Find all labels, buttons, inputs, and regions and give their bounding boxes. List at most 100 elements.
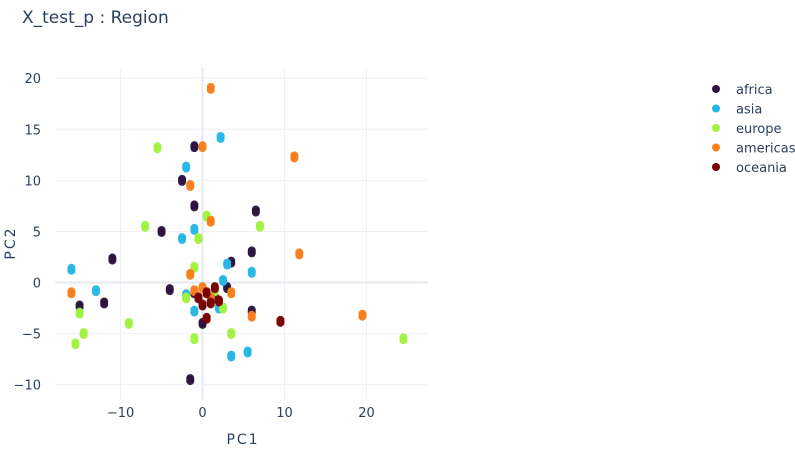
legend-label: oceania — [736, 161, 787, 176]
point-cluster-americas[interactable] — [295, 248, 304, 260]
data-point — [206, 85, 215, 94]
point-cluster-africa[interactable] — [100, 297, 109, 309]
point-cluster-africa[interactable] — [190, 141, 199, 153]
point-cluster-asia[interactable] — [190, 223, 199, 235]
point-cluster-americas[interactable] — [67, 287, 76, 299]
data-point — [182, 164, 191, 173]
point-cluster-asia[interactable] — [243, 346, 252, 358]
point-cluster-americas[interactable] — [186, 179, 195, 191]
point-cluster-asia[interactable] — [91, 285, 100, 297]
legend-marker — [712, 85, 720, 93]
point-cluster-oceania[interactable] — [198, 299, 207, 311]
legend-label: americas — [736, 142, 795, 157]
x-tick-label: −10 — [107, 406, 134, 421]
y-tick-label: 0 — [33, 277, 41, 292]
data-point — [108, 256, 117, 265]
point-cluster-europe[interactable] — [399, 333, 408, 345]
data-point — [247, 313, 256, 322]
point-cluster-europe[interactable] — [194, 233, 203, 245]
data-point — [67, 290, 76, 299]
point-cluster-europe[interactable] — [255, 220, 264, 232]
data-point — [190, 226, 199, 235]
data-point — [165, 287, 174, 296]
data-point — [255, 223, 264, 232]
point-cluster-americas[interactable] — [186, 268, 195, 280]
point-cluster-asia[interactable] — [182, 161, 191, 173]
point-cluster-oceania[interactable] — [202, 287, 211, 299]
data-point — [157, 228, 166, 237]
point-cluster-europe[interactable] — [227, 328, 236, 340]
point-cluster-americas[interactable] — [206, 82, 215, 94]
point-cluster-europe[interactable] — [153, 142, 162, 154]
data-point — [100, 300, 109, 309]
point-cluster-asia[interactable] — [227, 350, 236, 362]
legend-marker — [712, 124, 720, 132]
data-point — [206, 300, 215, 309]
point-cluster-oceania[interactable] — [276, 315, 285, 327]
legend-item-europe[interactable]: europe — [712, 122, 782, 137]
point-cluster-europe[interactable] — [182, 292, 191, 304]
data-point — [79, 331, 88, 340]
data-point — [295, 251, 304, 260]
point-cluster-africa[interactable] — [186, 374, 195, 386]
legend-item-africa[interactable]: africa — [712, 83, 773, 98]
point-cluster-africa[interactable] — [157, 225, 166, 237]
point-cluster-europe[interactable] — [79, 328, 88, 340]
data-point — [186, 182, 195, 191]
point-cluster-americas[interactable] — [198, 141, 207, 153]
point-cluster-europe[interactable] — [190, 261, 199, 273]
point-cluster-europe[interactable] — [141, 220, 150, 232]
point-cluster-asia[interactable] — [247, 266, 256, 278]
point-cluster-oceania[interactable] — [202, 312, 211, 324]
point-cluster-asia[interactable] — [178, 233, 187, 245]
scatter-points — [67, 82, 408, 386]
point-cluster-europe[interactable] — [71, 338, 80, 350]
point-cluster-africa[interactable] — [251, 205, 260, 217]
y-tick-label: −10 — [14, 379, 41, 394]
series-asia — [67, 131, 256, 362]
legend-marker — [712, 104, 720, 113]
point-cluster-europe[interactable] — [124, 317, 133, 329]
point-cluster-asia[interactable] — [219, 274, 228, 286]
legend[interactable]: africa asia europe americas oceania — [712, 83, 795, 176]
data-point — [75, 310, 84, 319]
point-cluster-asia[interactable] — [216, 131, 225, 143]
data-point — [178, 177, 187, 186]
point-cluster-americas[interactable] — [206, 215, 215, 227]
point-cluster-africa[interactable] — [190, 200, 199, 212]
point-cluster-africa[interactable] — [108, 253, 117, 265]
point-cluster-africa[interactable] — [178, 174, 187, 186]
point-cluster-americas[interactable] — [227, 287, 236, 299]
data-point — [71, 341, 80, 350]
point-cluster-americas[interactable] — [290, 151, 299, 163]
point-cluster-africa[interactable] — [247, 246, 256, 258]
data-point — [247, 249, 256, 258]
data-point — [190, 308, 199, 317]
legend-item-americas[interactable]: americas — [712, 142, 795, 157]
point-cluster-americas[interactable] — [358, 309, 367, 321]
point-cluster-asia[interactable] — [190, 305, 199, 317]
point-cluster-asia[interactable] — [67, 263, 76, 275]
data-point — [290, 154, 299, 163]
data-point — [190, 336, 199, 345]
y-axis-title: PC2 — [3, 226, 19, 259]
point-cluster-oceania[interactable] — [206, 297, 215, 309]
point-cluster-oceania[interactable] — [210, 282, 219, 294]
legend-item-asia[interactable]: asia — [712, 103, 762, 118]
point-cluster-oceania[interactable] — [214, 295, 223, 307]
data-point — [190, 203, 199, 212]
data-point — [124, 320, 133, 329]
point-cluster-africa[interactable] — [165, 284, 174, 296]
legend-item-oceania[interactable]: oceania — [712, 161, 787, 176]
data-point — [219, 277, 228, 286]
data-point — [276, 318, 285, 327]
point-cluster-asia[interactable] — [223, 258, 232, 270]
point-cluster-americas[interactable] — [247, 310, 256, 322]
point-cluster-europe[interactable] — [190, 333, 199, 345]
series-oceania — [194, 282, 285, 327]
data-point — [399, 336, 408, 345]
point-cluster-europe[interactable] — [75, 307, 84, 319]
data-point — [223, 261, 232, 270]
data-point — [210, 285, 219, 294]
